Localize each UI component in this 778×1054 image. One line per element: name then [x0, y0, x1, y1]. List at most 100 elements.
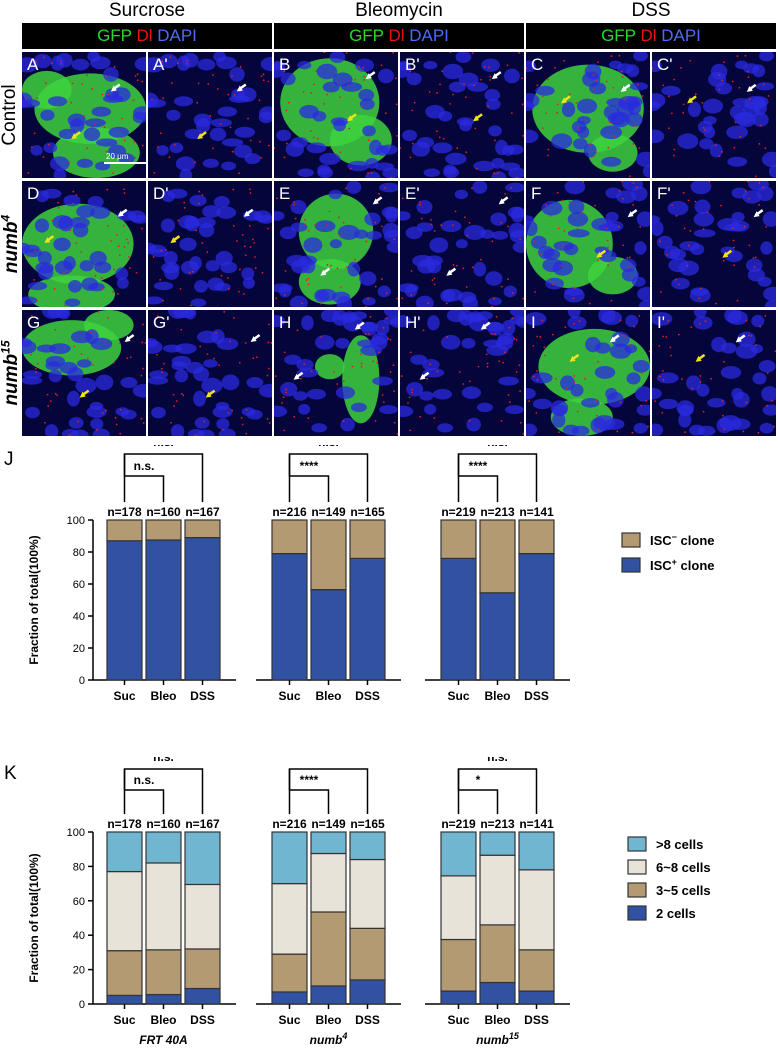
x-tick-label: Suc — [447, 689, 469, 703]
sig-label-outer: ** — [324, 757, 334, 764]
micrograph-image — [400, 181, 524, 307]
legend-swatch — [621, 532, 641, 548]
row-label: Control — [0, 84, 20, 146]
micrograph-image — [652, 310, 776, 436]
channel-legend-bar: GFP Dl DAPI — [22, 23, 272, 49]
legend-swatch — [627, 859, 647, 875]
bar-segment — [440, 831, 477, 877]
condition-title: DSS — [631, 0, 671, 21]
panel-label: B' — [405, 55, 420, 74]
n-label: n=149 — [311, 505, 346, 519]
y-tick-label: 40 — [73, 611, 85, 623]
bar-segment — [106, 831, 143, 873]
y-tick-label: 100 — [67, 827, 85, 839]
x-tick-label: DSS — [355, 689, 380, 703]
panel-label: I' — [657, 313, 665, 332]
chart-panel-label: K — [4, 763, 17, 784]
n-label: n=213 — [480, 817, 515, 831]
n-label: n=213 — [480, 505, 515, 519]
micrograph-image — [400, 52, 524, 178]
scale-bar-label: 20 μm — [106, 152, 129, 161]
bar-segment — [349, 927, 386, 981]
sig-bracket-outer — [288, 768, 369, 814]
micrograph-image — [22, 310, 146, 436]
panel-label: F — [531, 184, 542, 203]
panel-label: F' — [657, 184, 671, 203]
bar-segment — [349, 858, 386, 929]
chart-j-svg: J 0 20 40 60 80 100 Fraction of total(100%) Suc n… — [4, 435, 715, 723]
bar-segment — [349, 557, 386, 681]
sig-bracket-inner — [457, 454, 499, 502]
sig-label-inner: n.s. — [134, 773, 155, 787]
x-tick-label: Suc — [447, 1013, 469, 1027]
n-label: n=219 — [441, 505, 476, 519]
panel-label: G' — [153, 313, 170, 332]
channel-dl: Dl — [635, 26, 662, 45]
x-tick-label: Suc — [278, 1013, 300, 1027]
panel-label: G — [27, 313, 41, 332]
x-tick-label: Suc — [113, 689, 135, 703]
bar-segment — [145, 949, 182, 996]
micrograph-panel: H' — [400, 310, 524, 436]
panel-label: D' — [153, 184, 169, 203]
bar-segment — [440, 938, 477, 992]
bar-segment — [479, 924, 516, 984]
bar-segment — [310, 589, 347, 681]
sig-label-outer: n.s. — [487, 445, 508, 449]
panel-label: A' — [153, 55, 168, 74]
channel-dl: Dl — [131, 26, 158, 45]
legend-label: 2 cells — [656, 906, 696, 921]
micrograph-panel: E — [274, 181, 398, 307]
x-tick-label: Bleo — [315, 689, 341, 703]
bar-segment — [145, 862, 182, 951]
bar-segment — [440, 519, 477, 560]
n-label: n=167 — [185, 505, 220, 519]
sig-bracket-inner — [123, 769, 165, 814]
bar-segment — [184, 987, 221, 1005]
sig-bracket-inner — [123, 454, 165, 502]
panel-label: H — [279, 313, 292, 332]
bar-segment — [184, 831, 221, 886]
n-label: n=141 — [519, 817, 554, 831]
panel-label: C — [531, 55, 544, 74]
micrograph-image — [22, 188, 146, 307]
sig-label-outer: n.s. — [318, 445, 339, 449]
bar-segment — [271, 831, 308, 885]
sig-bracket-outer — [288, 453, 369, 502]
sig-label-inner: **** — [300, 773, 319, 787]
bar-segment — [310, 985, 347, 1005]
panel-label: I — [531, 313, 536, 332]
y-tick-label: 0 — [79, 675, 85, 687]
y-tick-label: 60 — [73, 579, 85, 591]
sig-label-outer: n.s. — [153, 757, 174, 764]
bar-segment — [106, 994, 143, 1005]
channel-gfp: GFP — [601, 26, 636, 45]
legend-label: 6~8 cells — [656, 860, 711, 875]
bar-segment — [310, 852, 347, 913]
channel-legend-bar: GFP Dl DAPI — [526, 23, 776, 49]
bar-segment — [271, 953, 308, 993]
sig-bracket-outer — [123, 768, 204, 814]
micrograph-panel: B — [274, 52, 398, 178]
n-label: n=216 — [272, 505, 307, 519]
legend-label: ISC− clone — [650, 532, 715, 548]
y-tick-label: 100 — [67, 515, 85, 527]
bar-segment — [349, 979, 386, 1005]
micrograph-image — [148, 310, 272, 436]
bar-segment — [145, 519, 182, 541]
legend-swatch — [627, 882, 647, 898]
condition-title: Surcrose — [108, 0, 186, 21]
panel-label: E — [279, 184, 291, 203]
panel-label: A — [27, 55, 39, 74]
bar-segment — [518, 519, 555, 555]
sig-label-outer: n.s. — [487, 757, 508, 764]
channel-dapi: DAPI — [409, 26, 449, 45]
bar-segment — [479, 592, 516, 681]
scale-bar — [104, 162, 146, 164]
sig-bracket-outer — [457, 768, 538, 814]
bar-segment — [145, 993, 182, 1005]
bar-segment — [518, 831, 555, 871]
y-axis-label: Fraction of total(100%) — [27, 853, 41, 982]
y-tick-label: 60 — [73, 896, 85, 908]
bar-segment — [440, 990, 477, 1005]
